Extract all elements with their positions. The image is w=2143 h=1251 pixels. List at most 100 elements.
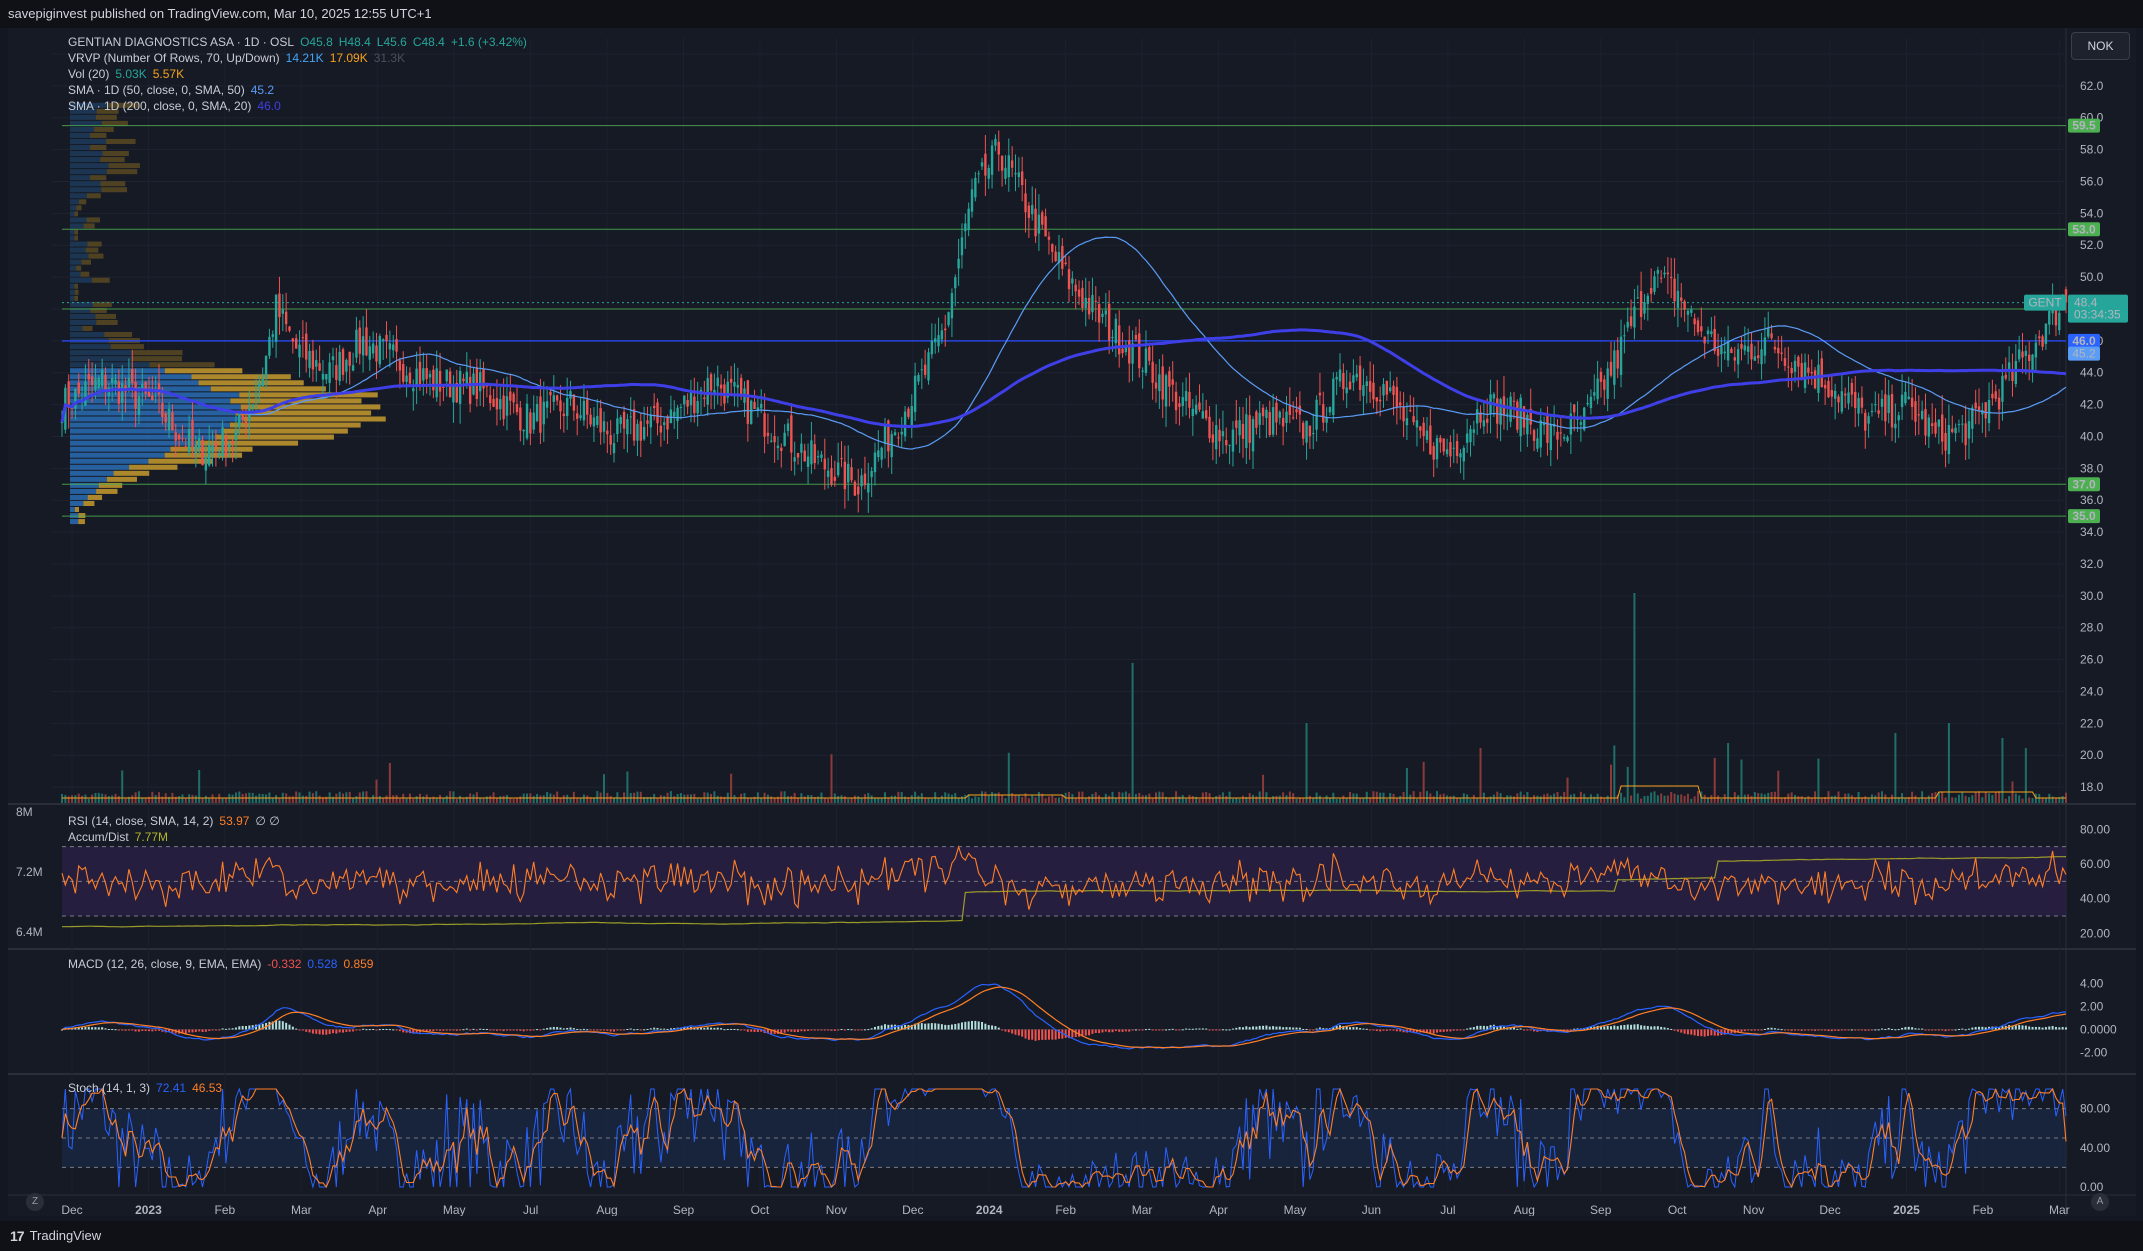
volume-bar <box>422 796 425 803</box>
volume-bar <box>1057 797 1060 803</box>
volume-bar <box>559 797 562 803</box>
volume-bar <box>2024 748 2027 803</box>
macd-hist-bar <box>355 1029 358 1031</box>
candle-body <box>823 458 826 470</box>
macd-hist-bar <box>84 1027 87 1030</box>
candle-body <box>1827 380 1830 398</box>
volume-bar <box>1452 795 1455 803</box>
macd-hist-bar <box>947 1024 950 1030</box>
candle-body <box>1616 350 1619 369</box>
volume-bar <box>1506 795 1509 803</box>
macd-hist-bar <box>639 1029 642 1031</box>
macd-hist-bar <box>1800 1029 1803 1031</box>
macd-hist-bar <box>489 1029 492 1031</box>
candle-body <box>2014 360 2018 384</box>
volume-bar <box>64 794 67 803</box>
macd-hist-bar <box>766 1029 769 1034</box>
candle-body <box>636 423 639 441</box>
macd-hist-bar <box>2034 1026 2037 1030</box>
macd-hist-bar <box>127 1029 130 1031</box>
chart-area[interactable]: 64.062.060.058.056.054.052.050.048.046.0… <box>8 28 2136 1216</box>
macd-hist-bar <box>1155 1029 1158 1031</box>
volume-bar <box>907 797 910 803</box>
macd-hist-bar <box>917 1023 920 1030</box>
volume-bar <box>696 798 699 803</box>
volume-bar <box>1549 795 1552 803</box>
volume-bar <box>1295 798 1298 803</box>
macd-hist-bar <box>1633 1024 1636 1030</box>
candle-body <box>592 417 596 427</box>
volume-bar <box>960 796 963 803</box>
candle-body <box>1174 391 1178 411</box>
candle-body <box>990 145 994 175</box>
macd-hist-bar <box>442 1029 445 1031</box>
candle-body <box>1917 414 1920 416</box>
volume-bar <box>586 795 589 803</box>
candle-body <box>1653 276 1656 292</box>
macd-hist-bar <box>1054 1029 1057 1040</box>
volume-bar <box>1476 797 1479 803</box>
volume-bar <box>395 794 398 803</box>
vrvp-down-bar <box>149 362 215 368</box>
volume-bar <box>1904 797 1907 803</box>
candle-body <box>880 447 883 460</box>
candle-body <box>1191 408 1195 417</box>
candle-body <box>877 450 880 458</box>
macd-hist-bar <box>1603 1026 1606 1030</box>
volume-bar <box>1810 798 1813 803</box>
vrvp-down-bar <box>87 241 102 247</box>
macd-hist-bar <box>743 1029 746 1031</box>
macd-hist-bar <box>1395 1029 1398 1032</box>
candle-body <box>2011 371 2014 382</box>
candle-body <box>1506 413 1509 415</box>
volume-bar <box>1088 796 1091 803</box>
candle-body <box>1613 350 1616 385</box>
volume-bar <box>378 795 381 803</box>
candle-body <box>1723 351 1726 354</box>
volume-bar <box>479 798 482 803</box>
candle-body <box>1328 406 1332 413</box>
volume-bar <box>1620 792 1623 803</box>
candle-body <box>1880 398 1884 407</box>
macd-hist-bar <box>228 1028 231 1030</box>
candle-body <box>1181 397 1184 407</box>
tradingview-brand[interactable]: 17 TradingView <box>10 1221 101 1251</box>
candle-body <box>1562 437 1566 439</box>
macd-hist-bar <box>1941 1029 1944 1031</box>
candle-body <box>1666 272 1670 275</box>
vrvp-up-bar <box>70 446 171 452</box>
macd-hist-bar <box>315 1029 318 1034</box>
macd-hist-bar <box>616 1029 619 1031</box>
macd-hist-bar <box>1245 1026 1248 1030</box>
macd-hist-bar <box>1372 1029 1375 1031</box>
vrvp-down-bar <box>74 229 78 235</box>
macd-hist-bar <box>539 1029 542 1031</box>
auto-scale-button[interactable]: A <box>2091 1193 2109 1211</box>
candle-body <box>234 430 238 440</box>
volume-bar <box>321 797 324 803</box>
chart-svg[interactable]: 64.062.060.058.056.054.052.050.048.046.0… <box>8 28 2136 1216</box>
macd-hist-bar <box>1573 1028 1576 1030</box>
macd-hist-bar <box>285 1022 288 1030</box>
price-tick-label: 58.0 <box>2080 143 2104 157</box>
zoom-reset-button[interactable]: Z <box>26 1193 44 1211</box>
macd-hist-bar <box>1971 1027 1974 1030</box>
macd-hist-bar <box>1034 1029 1037 1041</box>
candle-body <box>1951 428 1954 432</box>
candle-body <box>1445 449 1449 455</box>
candle-body <box>1887 395 1890 413</box>
candle-body <box>141 383 144 392</box>
candle-body <box>689 390 693 406</box>
volume-bar <box>572 791 575 803</box>
vrvp-up-bar <box>70 356 132 362</box>
macd-hist-bar <box>850 1029 853 1031</box>
volume-ma-line <box>62 785 2066 799</box>
volume-bar <box>1663 795 1666 803</box>
macd-hist-bar <box>770 1029 773 1034</box>
candle-body <box>776 445 780 449</box>
macd-hist-bar <box>435 1029 438 1031</box>
candle-body <box>1787 366 1790 368</box>
volume-bar <box>1589 794 1592 803</box>
candle-body <box>1556 431 1559 440</box>
currency-button[interactable]: NOK <box>2071 32 2130 60</box>
